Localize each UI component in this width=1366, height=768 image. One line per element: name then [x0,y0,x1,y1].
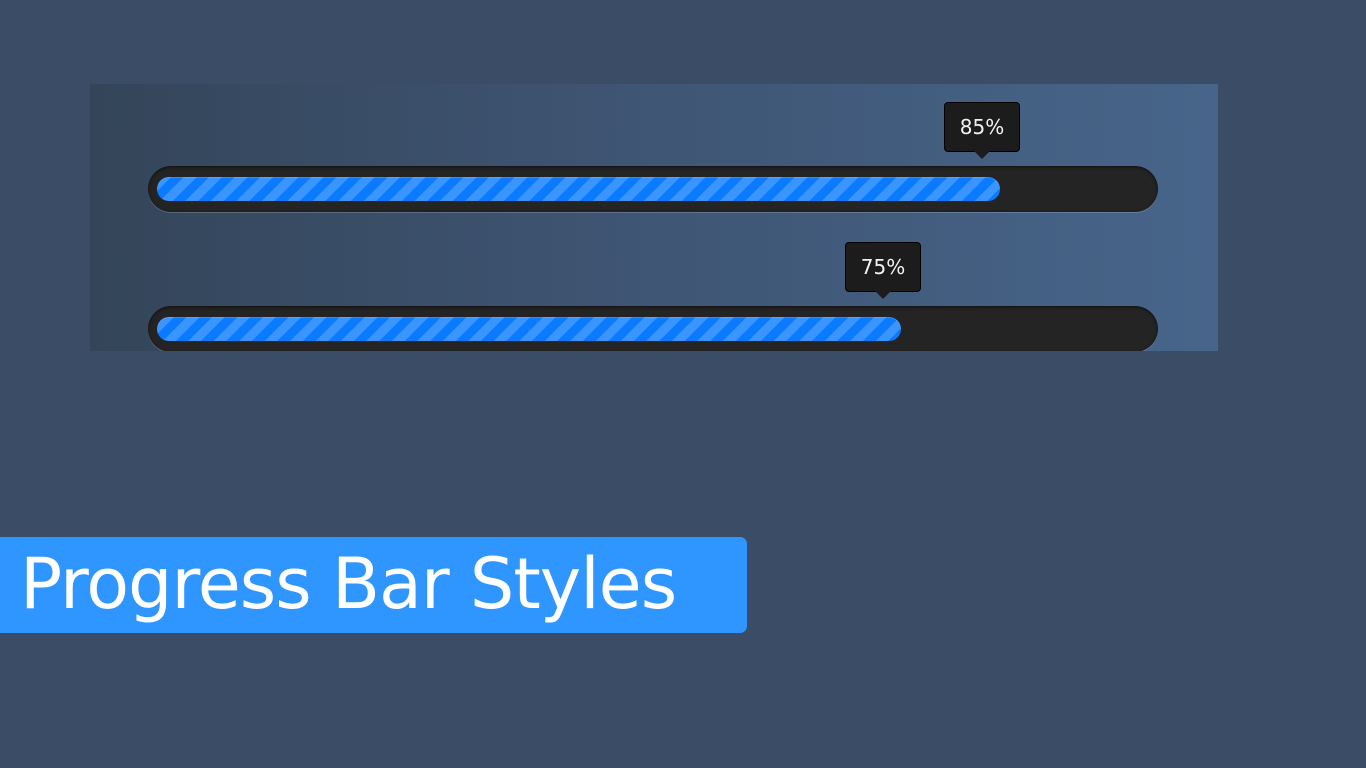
page-title: Progress Bar Styles [20,543,677,625]
progress-bar-1: 85% [148,102,1158,212]
progress-tooltip: 85% [944,102,1020,159]
progress-fill [157,177,1000,201]
progress-fill [157,317,901,341]
progress-preview-panel: 85% 75% [90,84,1218,351]
progress-tooltip: 75% [845,242,921,299]
progress-bar-2: 75% [148,242,1158,351]
title-banner: Progress Bar Styles [0,537,747,633]
